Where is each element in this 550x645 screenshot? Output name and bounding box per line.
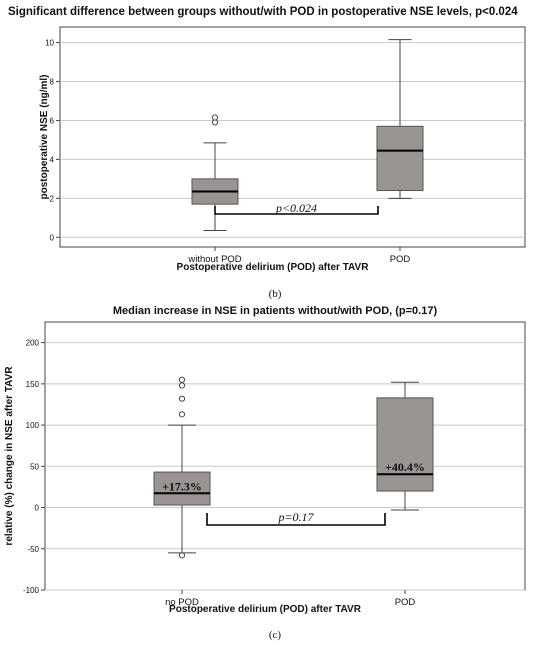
x-tick-label: POD (390, 254, 411, 265)
y-tick-label: 0 (35, 504, 40, 513)
box-1: +17.3% (153, 376, 211, 559)
significance-bracket (214, 206, 379, 215)
iqr-box (376, 397, 434, 492)
y-tick-label: 0 (50, 233, 55, 242)
y-tick-label: 150 (26, 380, 40, 389)
outlier-point (178, 411, 186, 418)
box-2: +40.4% (376, 381, 434, 511)
y-tick-label: 2 (50, 194, 55, 203)
y-tick-label: -100 (23, 586, 40, 595)
y-tick-label: 10 (45, 39, 54, 48)
chart-panel-2: Median increase in NSE in patients witho… (4, 305, 526, 641)
x-tick-label: without POD (187, 254, 241, 265)
plot-area (44, 321, 526, 591)
y-tick-label: 6 (50, 116, 55, 125)
iqr-box (376, 125, 424, 192)
p-value-annotation: p<0.024 (275, 201, 317, 215)
median-label: +17.3% (162, 479, 202, 493)
y-tick-label: 100 (26, 421, 40, 430)
significance-bracket (206, 513, 386, 526)
y-tick-label: 200 (26, 339, 40, 348)
p-value-annotation: p=0.17 (277, 510, 314, 524)
outlier-point (178, 395, 186, 402)
panel-label: (c) (269, 629, 282, 641)
outlier-point (178, 552, 186, 559)
y-axis-label: postoperative NSE (ng/ml) (39, 74, 50, 199)
chart-panel-1: Significant difference between groups wi… (8, 6, 526, 300)
x-axis-label: Postoperative delirium (POD) after TAVR (177, 262, 370, 273)
x-tick-label: POD (395, 597, 416, 608)
outlier-point (211, 114, 219, 121)
outlier-point (178, 376, 186, 383)
x-tick-label: no POD (165, 597, 199, 608)
panel-label: (b) (269, 288, 282, 300)
chart-title: Median increase in NSE in patients witho… (113, 305, 438, 317)
plot-area (59, 26, 526, 248)
x-axis-label: Postoperative delirium (POD) after TAVR (169, 604, 362, 615)
y-tick-label: 8 (50, 78, 55, 87)
iqr-box (153, 471, 211, 506)
chart-title: Significant difference between groups wi… (8, 6, 518, 18)
y-tick-label: -50 (27, 545, 39, 554)
y-tick-label: 4 (50, 155, 55, 164)
outlier-point (178, 382, 186, 389)
box-2 (376, 39, 424, 199)
y-tick-label: 50 (30, 462, 39, 471)
y-axis-label: relative (%) change in NSE after TAVR (4, 366, 15, 546)
median-label: +40.4% (385, 460, 425, 474)
